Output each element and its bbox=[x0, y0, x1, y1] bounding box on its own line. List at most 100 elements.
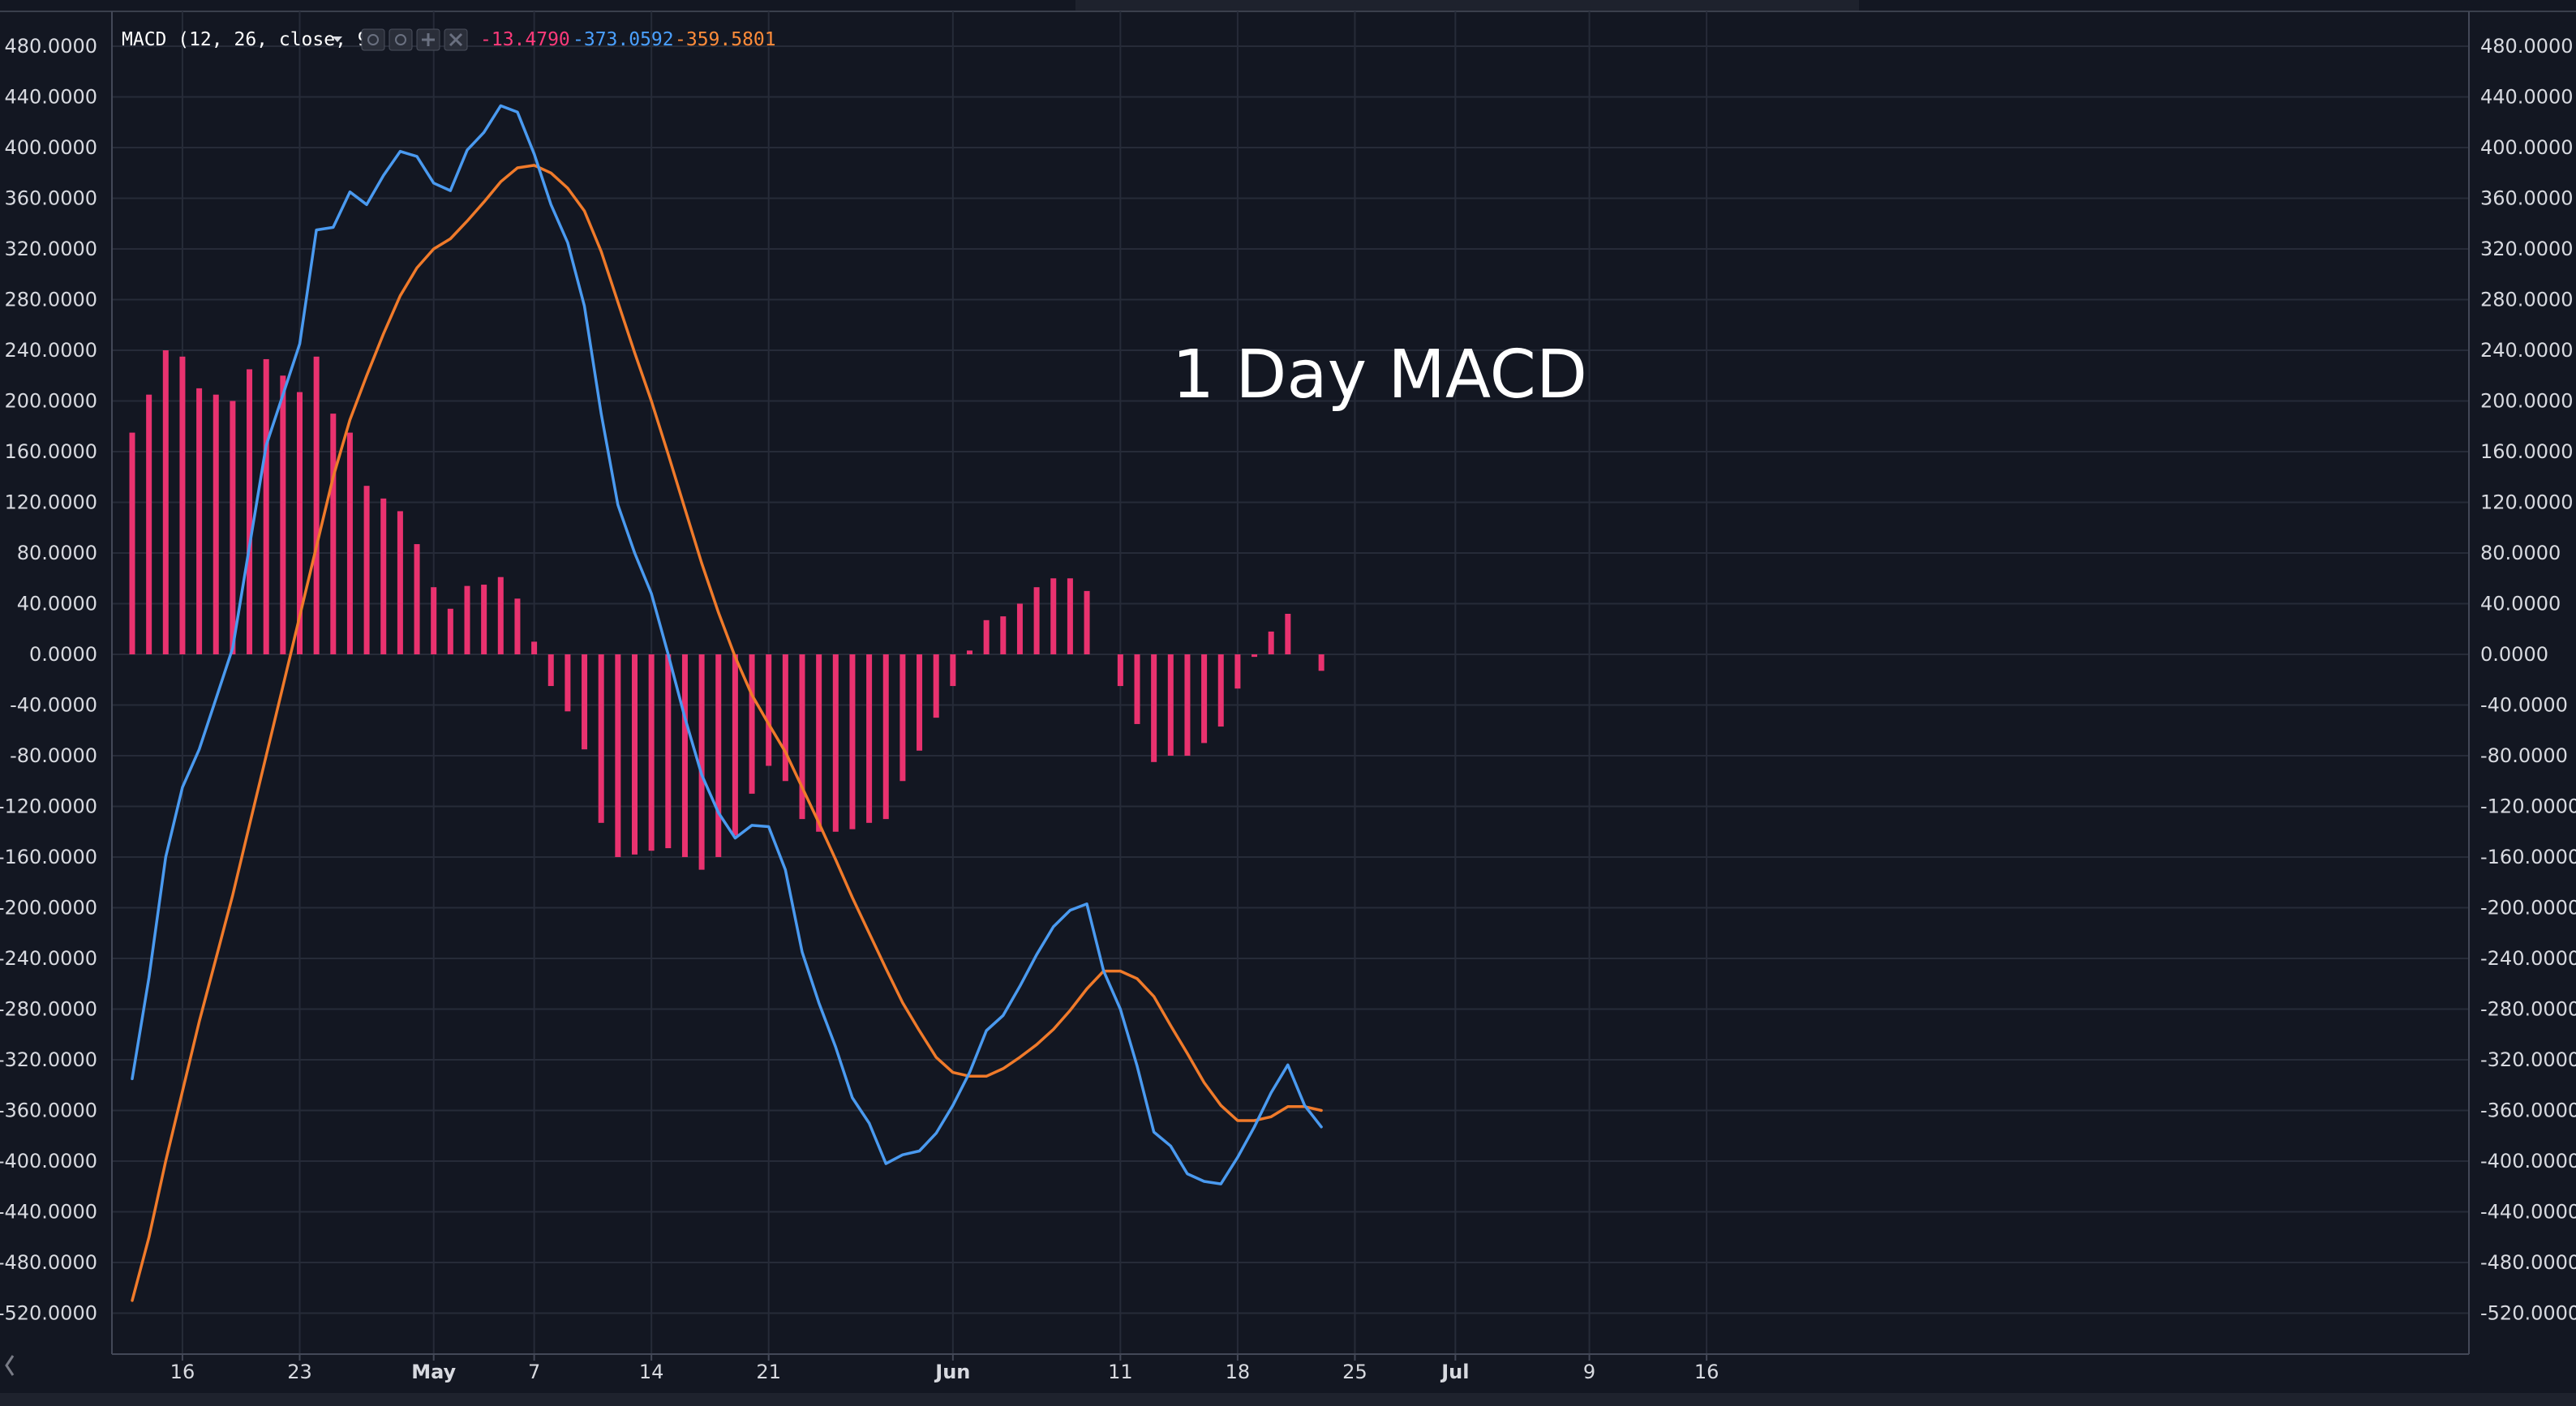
histogram-bar bbox=[832, 654, 839, 832]
x-tick-label: May bbox=[411, 1361, 456, 1383]
histogram-bar bbox=[1234, 654, 1241, 689]
histogram-bar bbox=[447, 608, 453, 654]
x-tick-label: 14 bbox=[639, 1361, 664, 1383]
histogram-bar bbox=[665, 654, 672, 849]
y-tick-label-right: -280.0000 bbox=[2480, 998, 2576, 1021]
histogram-bar bbox=[481, 585, 487, 654]
histogram-bar bbox=[179, 356, 186, 654]
x-tick-label: 11 bbox=[1108, 1361, 1133, 1383]
y-tick-label-left: -320.0000 bbox=[0, 1048, 97, 1071]
histogram-bar bbox=[1217, 654, 1224, 727]
y-tick-label-right: 160.0000 bbox=[2480, 440, 2574, 463]
y-tick-label-right: -520.0000 bbox=[2480, 1302, 2576, 1325]
y-tick-label-right: 280.0000 bbox=[2480, 289, 2574, 311]
y-tick-label-right: -400.0000 bbox=[2480, 1150, 2576, 1172]
legend-signal-value: -359.5801 bbox=[675, 29, 776, 50]
chart-title: 1 Day MACD bbox=[1172, 336, 1587, 414]
indicator-legend[interactable]: MACD (12, 26, close, 9) -13.4790 -373.05… bbox=[122, 28, 776, 51]
histogram-bar bbox=[1318, 654, 1324, 671]
histogram-bar bbox=[213, 394, 219, 654]
x-tick-label: 21 bbox=[756, 1361, 781, 1383]
y-tick-label-right: -320.0000 bbox=[2480, 1048, 2576, 1071]
histogram-bar bbox=[297, 392, 303, 654]
y-tick-label-right: -360.0000 bbox=[2480, 1100, 2576, 1122]
chevron-down-icon[interactable] bbox=[333, 36, 342, 42]
y-tick-label-left: 160.0000 bbox=[4, 440, 97, 463]
y-tick-label-left: 240.0000 bbox=[4, 339, 97, 362]
y-tick-label-left: -400.0000 bbox=[0, 1150, 97, 1172]
x-tick-label: 18 bbox=[1226, 1361, 1251, 1383]
y-tick-label-right: -480.0000 bbox=[2480, 1251, 2576, 1274]
y-axis-left[interactable]: 480.0000 440.0000 400.0000 360.0000 320.0000… bbox=[0, 35, 97, 1325]
y-tick-label-right: 480.0000 bbox=[2480, 35, 2574, 58]
histogram-bar bbox=[565, 654, 571, 712]
settings-icon-gear bbox=[395, 34, 406, 45]
histogram-bar bbox=[1134, 654, 1140, 724]
histogram-bar bbox=[129, 432, 135, 654]
y-tick-label-right: 360.0000 bbox=[2480, 187, 2574, 210]
y-axis-right[interactable]: 480.0000 440.0000 400.0000 360.0000 320.0000… bbox=[2480, 35, 2576, 1325]
eye-icon[interactable] bbox=[361, 28, 385, 51]
histogram-bar bbox=[648, 654, 655, 851]
y-tick-label-left: 320.0000 bbox=[4, 238, 97, 260]
histogram-bar bbox=[230, 401, 236, 654]
signal-line-layer bbox=[131, 164, 1323, 1302]
histogram-bar bbox=[632, 654, 638, 855]
histogram-bar bbox=[363, 486, 370, 654]
settings-icon[interactable] bbox=[389, 28, 413, 51]
signal-line bbox=[131, 164, 1323, 1302]
y-tick-label-left: -240.0000 bbox=[0, 947, 97, 970]
indicator-label[interactable]: MACD (12, 26, close, 9) bbox=[122, 29, 380, 50]
y-tick-label-right: -160.0000 bbox=[2480, 846, 2576, 868]
histogram-bar bbox=[514, 598, 521, 654]
y-tick-label-right: -80.0000 bbox=[2480, 744, 2568, 767]
histogram-bar bbox=[1067, 578, 1073, 654]
histogram-bar bbox=[933, 654, 939, 718]
histogram-bar bbox=[1167, 654, 1174, 756]
y-tick-label-left: 480.0000 bbox=[4, 35, 97, 58]
histogram-bar bbox=[414, 544, 420, 654]
histogram-bar bbox=[882, 654, 889, 820]
y-tick-label-right: -240.0000 bbox=[2480, 947, 2576, 970]
y-tick-label-right: 120.0000 bbox=[2480, 491, 2574, 514]
histogram-bar bbox=[799, 654, 805, 820]
y-tick-label-left: -160.0000 bbox=[0, 846, 97, 868]
y-tick-label-left: 120.0000 bbox=[4, 491, 97, 514]
histogram-bar bbox=[431, 587, 437, 654]
y-tick-label-left: -360.0000 bbox=[0, 1100, 97, 1122]
y-tick-label-left: 80.0000 bbox=[17, 542, 97, 564]
histogram-bar bbox=[1252, 654, 1258, 658]
macd-line-layer bbox=[131, 104, 1323, 1185]
histogram-layer bbox=[129, 350, 1324, 870]
y-tick-label-left: 40.0000 bbox=[17, 593, 97, 615]
x-tick-label: 23 bbox=[287, 1361, 312, 1383]
y-tick-label-right: -200.0000 bbox=[2480, 897, 2576, 919]
y-tick-label-right: -120.0000 bbox=[2480, 795, 2576, 818]
x-tick-label: 7 bbox=[528, 1361, 540, 1383]
y-tick-label-right: 400.0000 bbox=[2480, 136, 2574, 159]
histogram-bar bbox=[1151, 654, 1157, 762]
top-pane-edge bbox=[1075, 0, 1859, 11]
histogram-bar bbox=[146, 394, 152, 654]
histogram-bar bbox=[1084, 590, 1090, 654]
macd-line bbox=[131, 104, 1323, 1185]
y-tick-label-left: -480.0000 bbox=[0, 1251, 97, 1274]
histogram-bar bbox=[917, 654, 923, 751]
histogram-bar bbox=[899, 654, 906, 782]
x-axis[interactable]: 16 23 May 7 14 21 Jun 11 18 25 Jul 9 16 bbox=[170, 1354, 1719, 1383]
y-tick-label-right: -440.0000 bbox=[2480, 1201, 2576, 1224]
histogram-bar bbox=[698, 654, 705, 870]
y-tick-label-left: 0.0000 bbox=[29, 643, 97, 666]
histogram-bar bbox=[247, 369, 253, 654]
y-tick-label-left: 440.0000 bbox=[4, 86, 97, 109]
histogram-bar bbox=[950, 654, 956, 687]
histogram-bar bbox=[1285, 614, 1291, 654]
histogram-bar bbox=[162, 350, 169, 654]
histogram-bar bbox=[1201, 654, 1208, 744]
add-icon-plus bbox=[422, 33, 435, 46]
collapse-chevron-icon[interactable] bbox=[5, 1355, 15, 1376]
histogram-bar bbox=[263, 358, 269, 654]
x-tick-label: 16 bbox=[170, 1361, 195, 1383]
